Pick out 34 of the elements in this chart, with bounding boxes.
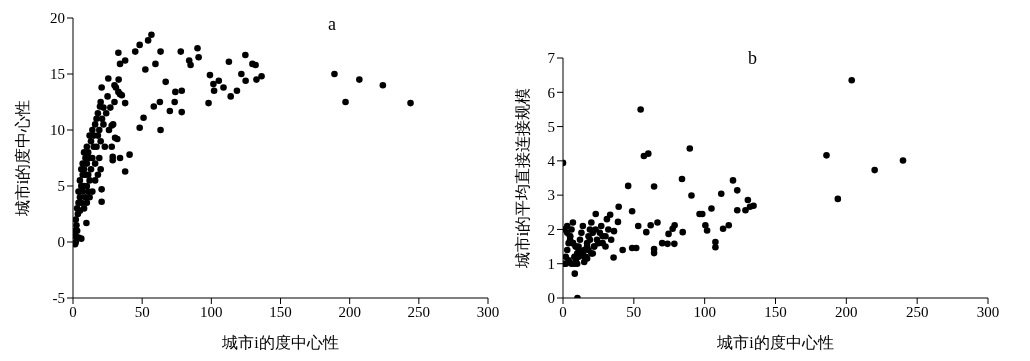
y-tick-label: 20 xyxy=(50,10,65,27)
y-tick-label: 4 xyxy=(547,153,556,170)
y-tick-label: 15 xyxy=(50,66,65,83)
x-tick-label: 300 xyxy=(976,303,1000,320)
y-tick-label: 10 xyxy=(50,122,65,139)
x-tick-label: 250 xyxy=(407,303,431,320)
y-tick-label: 3 xyxy=(547,187,555,204)
x-tick-label: 50 xyxy=(626,303,642,320)
x-tick-label: 100 xyxy=(693,303,716,320)
y-tick-label: 1 xyxy=(547,256,555,273)
x-tick-label: 300 xyxy=(476,303,500,320)
x-tick-label: 150 xyxy=(269,303,292,320)
y-tick-label: 0 xyxy=(547,290,555,307)
x-tick-label: 100 xyxy=(200,303,223,320)
y-tick-label: 6 xyxy=(547,84,556,101)
x-tick-label: 250 xyxy=(905,303,929,320)
x-tick-label: 0 xyxy=(559,303,567,320)
x-axis-title: 城市i的度中心性 xyxy=(221,334,339,351)
y-tick-label: 5 xyxy=(57,178,65,195)
x-tick-label: 50 xyxy=(134,303,150,320)
x-tick-label: 150 xyxy=(764,303,787,320)
y-tick-label: 7 xyxy=(547,50,556,67)
y-axis-title: 城市i的平均直接连接规模 xyxy=(513,87,531,270)
y-tick-label: -5 xyxy=(52,290,65,307)
x-tick-label: 0 xyxy=(69,303,77,320)
y-tick-label: 0 xyxy=(57,234,65,251)
chart-title: a xyxy=(328,14,336,35)
chart-title: b xyxy=(748,48,757,69)
x-tick-label: 200 xyxy=(338,303,361,320)
x-tick-label: 200 xyxy=(835,303,858,320)
x-axis-title: 城市i的度中心性 xyxy=(716,334,834,351)
y-axis-title: 城市i的度中心性 xyxy=(13,99,31,218)
y-tick-label: 5 xyxy=(547,118,555,135)
y-tick-label: 2 xyxy=(547,221,555,238)
